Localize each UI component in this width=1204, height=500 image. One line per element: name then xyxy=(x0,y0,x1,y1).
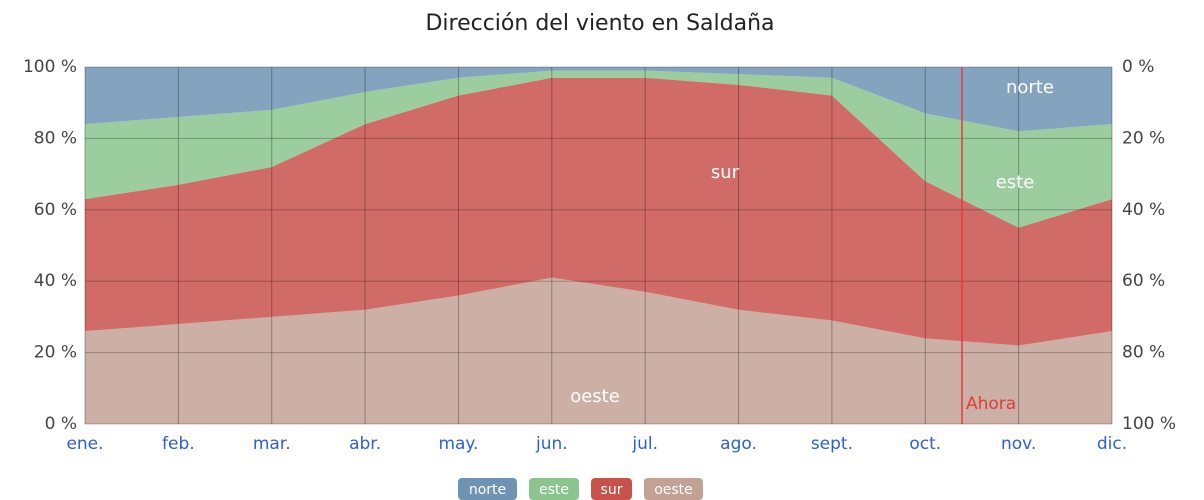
area-norte xyxy=(85,67,1112,132)
x-tick-label: ene. xyxy=(66,434,103,454)
area-sur xyxy=(85,77,1112,346)
x-tick-label: feb. xyxy=(162,434,195,454)
y-tick-label: 40 % xyxy=(34,271,77,291)
y2-tick-label: 60 % xyxy=(1122,271,1165,291)
series-label: norte xyxy=(1006,77,1054,98)
x-tick-label: jun. xyxy=(535,434,568,454)
legend-label: oeste xyxy=(654,482,693,498)
area-oeste xyxy=(85,277,1112,424)
legend-label: este xyxy=(539,482,569,498)
legend-swatch xyxy=(644,478,703,500)
legend-swatch xyxy=(458,478,517,500)
x-tick-label: nov. xyxy=(1001,434,1036,454)
x-tick-label: dic. xyxy=(1097,434,1127,454)
x-tick-label: sept. xyxy=(811,434,853,454)
y-tick-label: 60 % xyxy=(34,200,77,220)
x-tick-label: mar. xyxy=(253,434,291,454)
now-label: Ahora xyxy=(966,394,1016,414)
y2-tick-label: 0 % xyxy=(1122,57,1154,77)
series-label: sur xyxy=(711,162,740,183)
series-label: este xyxy=(996,172,1035,193)
x-tick-label: ago. xyxy=(720,434,757,454)
y-tick-label: 20 % xyxy=(34,343,77,363)
series-label: oeste xyxy=(570,386,620,407)
y2-tick-label: 80 % xyxy=(1122,343,1165,363)
x-tick-label: may. xyxy=(438,434,478,454)
x-tick-label: abr. xyxy=(349,434,381,454)
chart-title: Dirección del viento en Saldaña xyxy=(425,11,774,36)
x-tick-label: jul. xyxy=(631,434,658,454)
y2-tick-label: 40 % xyxy=(1122,200,1165,220)
legend-label: norte xyxy=(469,482,506,498)
y-tick-label: 80 % xyxy=(34,128,77,148)
legend-swatch xyxy=(529,478,579,500)
y2-tick-label: 100 % xyxy=(1122,414,1176,434)
y-tick-label: 100 % xyxy=(23,57,77,77)
y2-tick-label: 20 % xyxy=(1122,128,1165,148)
legend-swatch xyxy=(591,478,632,500)
area-este xyxy=(85,70,1112,228)
y-tick-label: 0 % xyxy=(45,414,77,434)
x-tick-label: oct. xyxy=(909,434,941,454)
legend-label: sur xyxy=(601,482,623,498)
